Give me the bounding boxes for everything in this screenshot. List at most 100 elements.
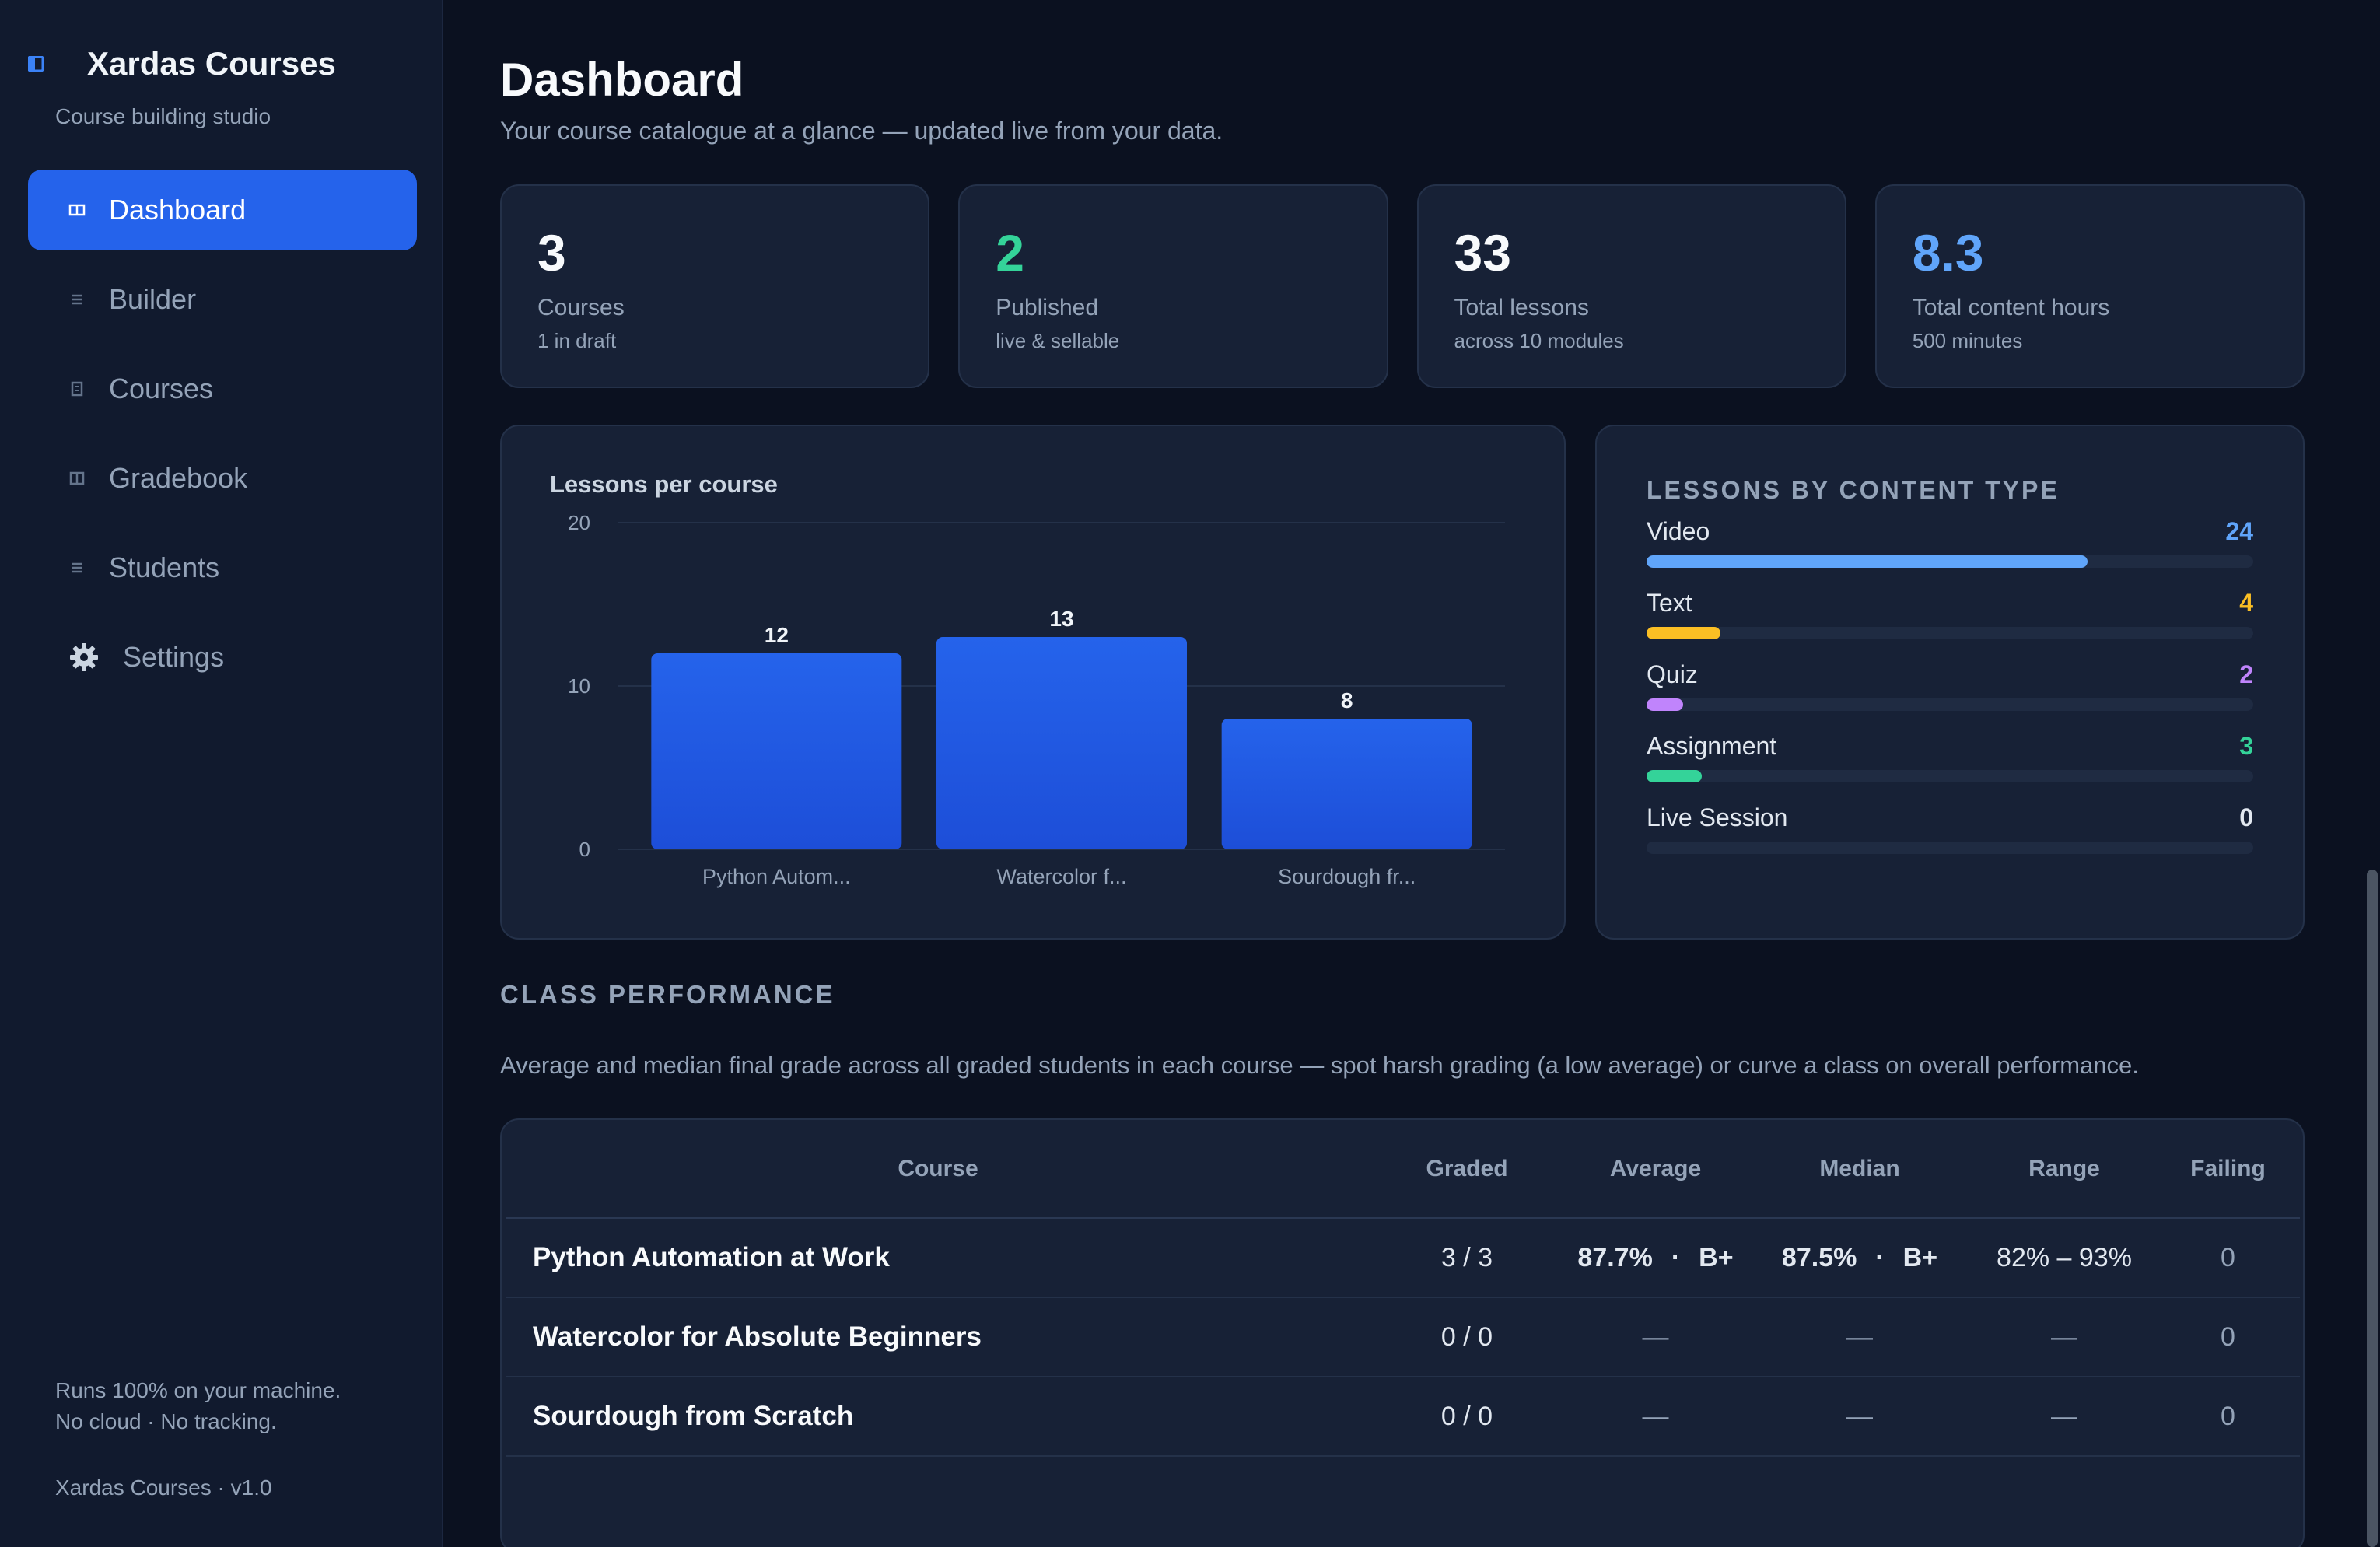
page-subtitle: Your course catalogue at a glance — upda… xyxy=(500,117,1223,145)
table-row[interactable]: Watercolor for Absolute Beginners 0 / 0 … xyxy=(506,1297,2300,1377)
sidebar-item-gradebook[interactable]: Gradebook xyxy=(28,438,417,519)
gear-icon xyxy=(70,643,98,671)
bar-value-label: 8 xyxy=(1341,688,1353,712)
failing-cell: 0 xyxy=(2156,1297,2300,1377)
failing-cell: 0 xyxy=(2156,1377,2300,1457)
content-type-bar xyxy=(1647,770,1702,782)
x-tick-label: Python Autom... xyxy=(702,865,851,888)
content-type-label: Assignment xyxy=(1647,732,1777,760)
range-cell: — xyxy=(1972,1377,2156,1457)
content-type-track xyxy=(1647,842,2253,854)
sidebar-item-label: Courses xyxy=(109,373,214,404)
bar[interactable] xyxy=(651,653,902,849)
students-icon xyxy=(72,562,82,573)
average-cell: — xyxy=(1564,1377,1747,1457)
graded-cell: 0 / 0 xyxy=(1370,1377,1564,1457)
sidebar-item-label: Students xyxy=(109,551,220,583)
stat-card-published: 2 Published live & sellable xyxy=(958,184,1388,388)
sidebar-item-dashboard[interactable]: Dashboard xyxy=(28,170,417,250)
course-name-cell: Sourdough from Scratch xyxy=(506,1377,1370,1457)
gradebook-icon xyxy=(69,471,85,485)
sidebar-item-builder[interactable]: Builder xyxy=(28,259,417,340)
chart-title: Lessons per course xyxy=(550,471,778,498)
average-value: 87.7% xyxy=(1577,1242,1653,1272)
course-name-cell: Python Automation at Work xyxy=(506,1218,1370,1298)
column-header-failing[interactable]: Failing xyxy=(2156,1120,2300,1219)
range-cell: — xyxy=(1972,1297,2156,1377)
lessons-per-course-chart: 0 10 20 12 Python Autom... 13 Watercolor f... 8… xyxy=(568,511,1505,888)
app-subtitle: Course building studio xyxy=(55,104,271,128)
column-header-course[interactable]: Course xyxy=(506,1120,1370,1219)
content-type-label: Live Session xyxy=(1647,803,1788,831)
lessons-per-course-card: Lessons per course 0 10 20 12 Python Autom..… xyxy=(500,425,1566,940)
sidebar-item-courses[interactable]: Courses xyxy=(28,348,417,429)
column-header-range[interactable]: Range xyxy=(1972,1120,2156,1219)
stat-card-lessons: 33 Total lessons across 10 modules xyxy=(1416,184,1846,388)
median-cell: 87.5% · B+ xyxy=(1747,1218,1972,1298)
column-header-median[interactable]: Median xyxy=(1747,1120,1972,1219)
y-tick-label: 20 xyxy=(568,511,590,534)
graded-cell: 0 / 0 xyxy=(1370,1297,1564,1377)
average-cell: — xyxy=(1564,1297,1747,1377)
stat-value: 33 xyxy=(1454,224,1511,282)
y-tick-label: 0 xyxy=(579,838,590,861)
failing-cell: 0 xyxy=(2156,1218,2300,1298)
sidebar-item-label: Gradebook xyxy=(109,462,248,494)
class-performance-title: CLASS PERFORMANCE xyxy=(500,980,835,1009)
bar[interactable] xyxy=(1221,719,1472,849)
content-type-label: Text xyxy=(1647,589,1692,617)
graded-cell: 3 / 3 xyxy=(1370,1218,1564,1298)
median-cell: — xyxy=(1747,1297,1972,1377)
stat-note: 500 minutes xyxy=(1912,329,2023,352)
content-type-count: 24 xyxy=(2225,517,2253,545)
builder-icon xyxy=(72,294,82,305)
x-tick-label: Watercolor f... xyxy=(996,865,1126,888)
content-type-row: Quiz 2 xyxy=(1647,660,2253,732)
column-header-average[interactable]: Average xyxy=(1564,1120,1747,1219)
content-type-list: Video 24 Text 4 Quiz 2 xyxy=(1647,517,2253,875)
table-header-row: Course Graded Average Median Range Faili… xyxy=(506,1120,2300,1219)
content-type-track xyxy=(1647,698,2253,711)
average-cell: 87.7% · B+ xyxy=(1564,1218,1747,1298)
dashboard-icon xyxy=(68,204,86,216)
content-type-bar xyxy=(1647,698,1684,711)
sidebar-toggle-icon[interactable] xyxy=(28,56,44,72)
sidebar-item-students[interactable]: Students xyxy=(28,527,417,608)
privacy-note-line: No cloud · No tracking. xyxy=(55,1409,277,1433)
content-type-row: Text 4 xyxy=(1647,589,2253,660)
content-type-track xyxy=(1647,770,2253,782)
content-type-count: 0 xyxy=(2239,803,2253,831)
class-performance-table-card: Course Graded Average Median Range Faili… xyxy=(500,1118,2305,1547)
content-type-row: Assignment 3 xyxy=(1647,732,2253,803)
y-tick-label: 10 xyxy=(568,674,590,698)
content-type-track xyxy=(1647,555,2253,568)
sidebar-item-settings[interactable]: Settings xyxy=(28,617,417,698)
courses-icon xyxy=(71,381,83,397)
class-performance-subtitle: Average and median final grade across al… xyxy=(500,1052,2139,1079)
median-value: 87.5% xyxy=(1781,1242,1857,1272)
privacy-note: Runs 100% on your machine. No cloud · No… xyxy=(55,1375,341,1437)
content-type-label: Quiz xyxy=(1647,660,1698,688)
app-version: Xardas Courses · v1.0 xyxy=(55,1475,272,1500)
content-type-row: Video 24 xyxy=(1647,517,2253,589)
page-title: Dashboard xyxy=(500,54,744,106)
class-performance-table: Course Graded Average Median Range Faili… xyxy=(506,1120,2300,1457)
stat-label: Published xyxy=(996,295,1099,320)
sidebar-item-label: Dashboard xyxy=(109,194,247,226)
bar[interactable] xyxy=(936,637,1187,849)
content-type-count: 2 xyxy=(2239,660,2253,688)
content-type-bar xyxy=(1647,627,1720,639)
content-type-title: LESSONS BY CONTENT TYPE xyxy=(1647,476,2060,504)
sidebar-nav: Dashboard Builder Courses Gradebook xyxy=(28,170,417,706)
course-name-cell: Watercolor for Absolute Beginners xyxy=(506,1297,1370,1377)
stat-label: Total lessons xyxy=(1454,295,1589,320)
sidebar-item-label: Builder xyxy=(109,283,197,315)
stat-label: Courses xyxy=(537,295,625,320)
table-row[interactable]: Python Automation at Work 3 / 3 87.7% · B+… xyxy=(506,1218,2300,1298)
column-header-graded[interactable]: Graded xyxy=(1370,1120,1564,1219)
sidebar: Xardas Courses Course building studio Da… xyxy=(0,0,443,1547)
table-row[interactable]: Sourdough from Scratch 0 / 0 — — — 0 xyxy=(506,1377,2300,1457)
content-type-bar xyxy=(1647,555,2088,568)
stat-note: across 10 modules xyxy=(1454,329,1624,352)
scrollbar-thumb[interactable] xyxy=(2367,870,2378,1547)
